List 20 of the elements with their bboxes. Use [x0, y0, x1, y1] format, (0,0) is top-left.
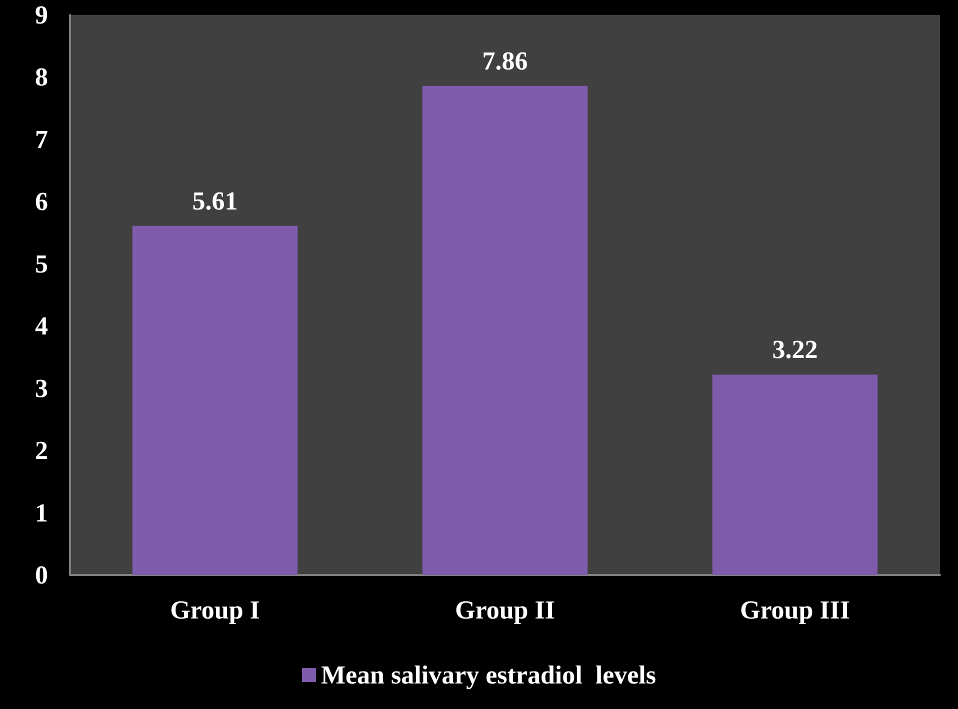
legend-label: Mean salivary estradiol levels	[320, 660, 656, 690]
bar	[132, 226, 298, 575]
bar	[422, 86, 588, 575]
y-tick-label: 3	[35, 374, 48, 403]
y-tick-label: 6	[35, 187, 48, 216]
x-tick-label: Group III	[740, 596, 850, 624]
y-tick-label: 2	[35, 436, 48, 466]
data-label: 7.86	[482, 46, 528, 76]
y-tick-label: 0	[35, 560, 48, 590]
y-tick-label: 9	[35, 0, 48, 30]
y-tick-label: 4	[35, 312, 48, 341]
y-tick-label: 7	[35, 124, 48, 154]
data-label: 3.22	[772, 335, 818, 364]
data-label: 5.61	[192, 186, 238, 216]
y-tick-label: 1	[35, 498, 48, 528]
y-tick-label: 5	[35, 249, 48, 278]
x-tick-label: Group I	[170, 596, 260, 624]
y-tick-label: 8	[35, 62, 48, 92]
bar	[712, 374, 878, 575]
x-tick-label: Group II	[455, 596, 555, 624]
